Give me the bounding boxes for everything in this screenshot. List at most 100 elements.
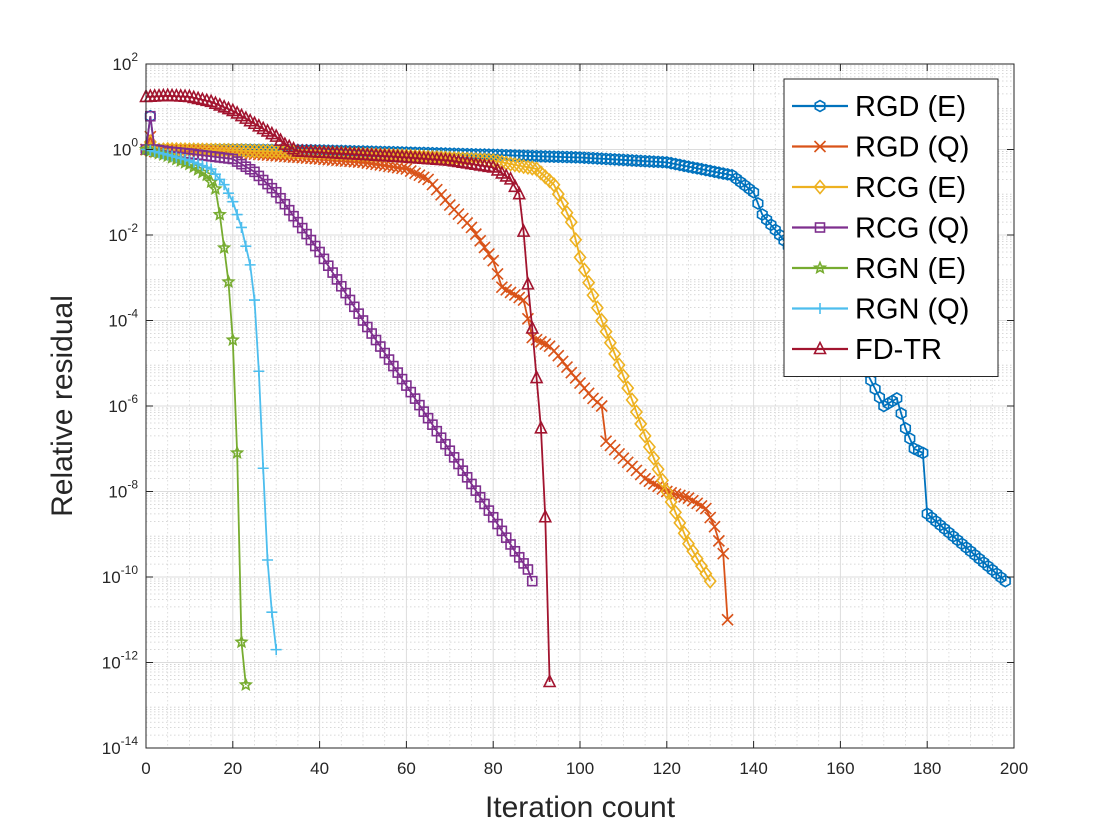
data-point-marker [534, 420, 548, 434]
x-tick-label: 100 [566, 759, 594, 778]
data-point-marker [599, 323, 613, 340]
data-point-marker [717, 547, 730, 560]
data-point-marker [917, 446, 929, 460]
data-point-marker [469, 228, 482, 241]
data-point-marker [526, 575, 538, 587]
data-point-marker [360, 146, 374, 163]
data-point-marker [682, 160, 695, 174]
data-point-marker [208, 181, 223, 195]
data-point-marker [265, 143, 279, 160]
data-point-marker [516, 223, 531, 237]
data-point-marker [521, 276, 535, 290]
data-point-marker [721, 613, 734, 626]
data-point-marker [369, 147, 383, 163]
y-tick-label: 10-2 [108, 221, 138, 245]
data-point-marker [700, 163, 712, 177]
data-point-marker [270, 644, 282, 656]
data-point-marker [691, 161, 703, 175]
data-point-marker [247, 143, 262, 159]
data-point-marker [595, 312, 609, 329]
data-point-marker [491, 267, 504, 281]
x-tick-label: 160 [826, 759, 854, 778]
data-point-marker [708, 520, 721, 533]
legend-item: RCG (E) [792, 172, 966, 204]
data-point-marker [678, 159, 690, 173]
data-point-marker [525, 320, 540, 334]
y-tick-label: 10-8 [108, 478, 138, 502]
data-point-marker [216, 240, 232, 255]
data-point-marker [621, 380, 635, 396]
legend-item: RGD (E) [792, 91, 966, 123]
y-tick-label: 10-6 [108, 392, 138, 416]
data-point-marker [334, 145, 348, 162]
legend-item: FD-TR [792, 334, 942, 366]
data-point-marker [721, 167, 734, 181]
data-point-marker [569, 232, 583, 248]
data-point-marker [542, 673, 557, 688]
data-point-marker [234, 634, 249, 649]
y-tick-label: 10-12 [102, 649, 139, 673]
legend: RGD (E) RGD (Q) RCG (E) RCG (Q) RGN (E) RGN (… [783, 78, 999, 377]
data-point-marker [365, 146, 379, 163]
data-point-marker [495, 154, 509, 171]
data-point-marker [708, 165, 721, 179]
legend-marker [814, 303, 826, 314]
data-point-marker [221, 274, 236, 289]
data-point-marker [512, 157, 526, 174]
data-point-marker [239, 143, 253, 159]
data-point-marker [487, 254, 500, 267]
data-point-marker [373, 147, 387, 163]
data-point-marker [999, 574, 1011, 588]
data-point-marker [231, 209, 243, 221]
data-point-marker [717, 167, 729, 180]
y-tick-label: 102 [112, 50, 138, 74]
data-point-marker [878, 399, 890, 413]
data-point-marker [508, 178, 522, 193]
data-point-marker [752, 197, 764, 210]
data-point-marker [704, 511, 717, 524]
data-point-marker [590, 300, 604, 316]
legend-label: RGD (Q) [855, 132, 969, 164]
data-point-marker [556, 355, 569, 368]
data-point-marker [222, 187, 234, 199]
data-point-marker [699, 502, 712, 515]
data-point-marker [634, 416, 648, 432]
data-point-marker [661, 155, 673, 169]
data-point-marker [238, 677, 254, 691]
data-point-marker [522, 564, 534, 575]
data-point-marker [212, 207, 227, 221]
data-point-marker [673, 489, 686, 502]
data-point-marker [713, 166, 725, 180]
data-point-marker [651, 461, 665, 477]
data-point-marker [225, 332, 241, 347]
legend-item: RGN (Q) [792, 294, 969, 326]
data-point-marker [304, 144, 318, 161]
series-rcg-q [140, 110, 538, 587]
data-point-marker [313, 144, 327, 161]
x-tick-label: 120 [653, 759, 681, 778]
data-point-marker [678, 490, 691, 503]
data-point-marker [642, 439, 656, 455]
data-point-marker [647, 450, 661, 466]
data-point-marker [891, 392, 903, 405]
legend-label: RGN (Q) [855, 294, 969, 326]
y-tick-label: 10-4 [108, 307, 138, 331]
data-point-marker [256, 143, 270, 159]
data-point-marker [330, 145, 344, 161]
data-point-marker [253, 365, 265, 377]
data-point-marker [573, 249, 587, 266]
data-point-marker [260, 143, 275, 160]
data-point-marker [664, 494, 678, 510]
y-tick-label: 100 [112, 136, 138, 160]
data-point-marker [904, 432, 916, 445]
data-point-marker [503, 171, 518, 185]
data-point-marker [395, 162, 409, 175]
data-point-marker [703, 573, 717, 589]
data-point-marker [687, 161, 699, 174]
data-point-marker [356, 146, 370, 163]
data-point-marker [538, 508, 553, 523]
legend-label: RCG (Q) [855, 213, 969, 245]
data-point-marker [629, 404, 643, 420]
legend-label: RCG (E) [855, 172, 966, 204]
data-point-marker [595, 399, 608, 413]
